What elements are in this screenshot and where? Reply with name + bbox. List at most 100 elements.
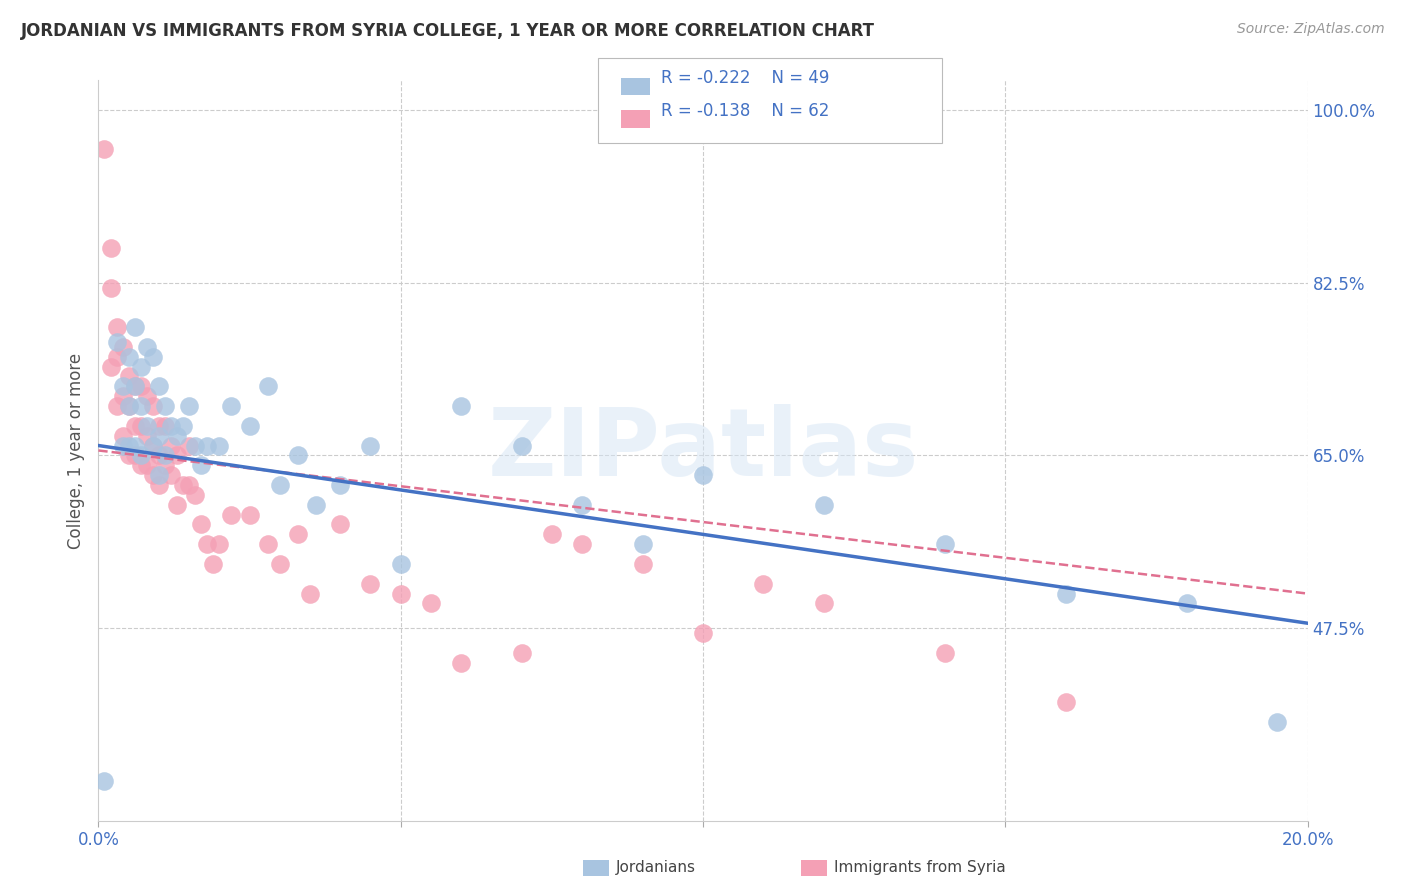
Point: [111, 340, 134, 354]
Point: [184, 488, 207, 502]
Text: R = -0.222    N = 49: R = -0.222 N = 49: [661, 69, 830, 87]
Point: [118, 399, 141, 413]
Point: [450, 656, 472, 670]
Point: [93, 142, 115, 156]
Point: [420, 597, 443, 611]
Point: [239, 508, 262, 522]
Point: [111, 379, 134, 393]
Point: [299, 586, 322, 600]
Point: [148, 468, 170, 483]
Point: [752, 576, 775, 591]
Point: [160, 438, 183, 452]
Text: ZIPatlas: ZIPatlas: [488, 404, 918, 497]
Point: [124, 438, 146, 452]
Point: [160, 418, 183, 433]
Point: [105, 399, 128, 413]
Point: [142, 350, 165, 364]
Point: [129, 379, 152, 393]
Point: [184, 438, 207, 452]
Point: [287, 449, 309, 463]
Point: [124, 379, 146, 393]
Point: [360, 438, 382, 452]
Point: [111, 428, 134, 442]
Point: [287, 527, 309, 541]
Point: [148, 379, 170, 393]
Point: [202, 557, 225, 571]
Text: JORDANIAN VS IMMIGRANTS FROM SYRIA COLLEGE, 1 YEAR OR MORE CORRELATION CHART: JORDANIAN VS IMMIGRANTS FROM SYRIA COLLE…: [21, 22, 875, 40]
Point: [111, 389, 134, 403]
Point: [142, 438, 165, 452]
Point: [305, 498, 328, 512]
Point: [129, 399, 152, 413]
Point: [256, 379, 278, 393]
Point: [934, 646, 956, 660]
Point: [124, 320, 146, 334]
Point: [100, 359, 122, 374]
Point: [269, 557, 291, 571]
Point: [190, 458, 212, 473]
Point: [631, 557, 654, 571]
Point: [148, 449, 170, 463]
Point: [166, 428, 188, 442]
Point: [100, 280, 122, 294]
Point: [135, 340, 157, 354]
Point: [692, 468, 714, 483]
Point: [142, 468, 165, 483]
Point: [153, 458, 176, 473]
Point: [148, 428, 170, 442]
Point: [135, 389, 157, 403]
Point: [100, 241, 122, 255]
Point: [208, 438, 231, 452]
Point: [142, 399, 165, 413]
Point: [105, 334, 128, 349]
Point: [105, 320, 128, 334]
Point: [172, 418, 194, 433]
Point: [179, 438, 201, 452]
Point: [1054, 586, 1077, 600]
Point: [450, 399, 472, 413]
Point: [160, 468, 183, 483]
Text: R = -0.138    N = 62: R = -0.138 N = 62: [661, 103, 830, 120]
Point: [269, 478, 291, 492]
Text: Source: ZipAtlas.com: Source: ZipAtlas.com: [1237, 22, 1385, 37]
Point: [179, 399, 201, 413]
Point: [118, 438, 141, 452]
Point: [135, 428, 157, 442]
Point: [540, 527, 562, 541]
Point: [129, 418, 152, 433]
Point: [118, 350, 141, 364]
Point: [510, 646, 533, 660]
Point: [105, 350, 128, 364]
Point: [256, 537, 278, 551]
Point: [153, 418, 176, 433]
Point: [135, 458, 157, 473]
Point: [221, 508, 243, 522]
Point: [124, 449, 146, 463]
Y-axis label: College, 1 year or more: College, 1 year or more: [67, 352, 86, 549]
Point: [510, 438, 533, 452]
Point: [813, 498, 835, 512]
Point: [239, 418, 262, 433]
Point: [129, 449, 152, 463]
Point: [172, 478, 194, 492]
Point: [329, 478, 352, 492]
Point: [118, 399, 141, 413]
Point: [329, 517, 352, 532]
Point: [118, 449, 141, 463]
Point: [1054, 695, 1077, 709]
Point: [934, 537, 956, 551]
Point: [1175, 597, 1198, 611]
Point: [389, 557, 412, 571]
Text: Jordanians: Jordanians: [616, 861, 696, 875]
Point: [195, 537, 218, 551]
Text: Immigrants from Syria: Immigrants from Syria: [834, 861, 1005, 875]
Point: [129, 458, 152, 473]
Point: [1267, 714, 1289, 729]
Point: [153, 399, 176, 413]
Point: [148, 418, 170, 433]
Point: [631, 537, 654, 551]
Point: [190, 517, 212, 532]
Point: [179, 478, 201, 492]
Point: [221, 399, 243, 413]
Point: [93, 774, 115, 789]
